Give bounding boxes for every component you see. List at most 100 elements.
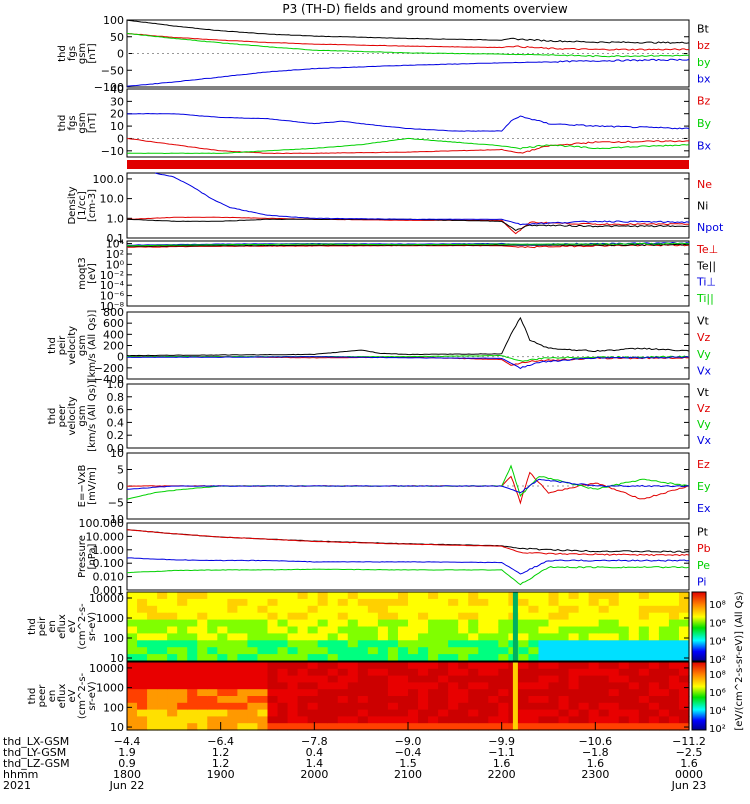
lz-label-5: 1.6 — [587, 757, 605, 770]
ytick-label-peir-velocity-3: 200 — [103, 340, 124, 353]
ylabel-peer-eflux-2: en — [47, 690, 58, 703]
ylabel-peir-velocity-3: gsm — [77, 335, 88, 356]
ytick-label-efield-3: −5 — [108, 497, 124, 510]
lz-label-3: 1.5 — [399, 757, 417, 770]
legend-peir-velocity-1: Vz — [697, 331, 711, 344]
legend-efield-0: Ez — [697, 458, 710, 471]
ytick-label-peer-velocity-2: 0.6 — [107, 404, 125, 417]
ylabel-pressure-0: Pressure — [77, 535, 88, 578]
legend-fgs-gsm-2-0: Bz — [697, 94, 711, 107]
legend-temperature-1: Te|| — [696, 259, 716, 272]
ylabel-temperature-1: [eV] — [87, 263, 98, 284]
panel-density: 100.0 10.0 1.0 0.1 Density [1/cc] [cm-3] Ne Ni Np… — [67, 172, 724, 245]
legend-density-0: Ne — [697, 178, 712, 191]
legend-pressure-0: Pt — [697, 525, 709, 538]
ytick-label-fgs-gsm-2-2: 20 — [110, 108, 124, 121]
ytick-label-peer-velocity-0: 1.0 — [107, 378, 125, 391]
ytick-label-temperature-5: 10⁻⁶ — [100, 290, 125, 303]
colorbar-label: [eV/(cm^2-s-sr-eV)] (All Qs) — [734, 591, 745, 730]
hhmm-label-1: 1900 — [207, 768, 235, 781]
legend-peir-velocity-0: Vt — [697, 314, 710, 327]
ytick-label-pressure-0: 100.000 — [79, 517, 125, 530]
ytick-label-peer-eflux-3: 10 — [110, 721, 124, 734]
ytick-label-peer-velocity-3: 0.4 — [107, 416, 125, 429]
panel-peir-eflux: 10000 1000 100 10 thd peir en eflux eV (cm^2-s-sr… — [27, 591, 690, 665]
legend-density-2: Npot — [697, 221, 724, 234]
xrow-label-4: 2021 — [3, 779, 31, 792]
colorbar-tick-1-1: 10⁶ — [709, 688, 726, 699]
ytick-label-temperature-4: 10⁻⁴ — [100, 279, 125, 292]
lz-label-6: 1.6 — [680, 757, 698, 770]
series-peir-velocity-Vt — [126, 316, 690, 357]
series-pressure-Pe — [127, 566, 690, 586]
ly-label-4: −1.1 — [488, 746, 515, 759]
ytick-label-efield-1: 5 — [117, 464, 124, 477]
ytick-label-temperature-1: 10² — [106, 248, 124, 261]
ylabel-fgs-gsm-0: thd — [57, 45, 68, 62]
hhmm-label-2: 2000 — [300, 768, 328, 781]
series-fgs-gsm-2-By — [126, 137, 690, 155]
lx-label-0: −4.4 — [114, 735, 141, 748]
series-fgs-gsm-Bt — [126, 19, 690, 44]
legend-density-1: Ni — [697, 200, 708, 213]
ytick-label-peer-eflux-1: 1000 — [96, 682, 124, 695]
ytick-label-temperature-3: 10⁻² — [100, 269, 124, 282]
legend-fgs-gsm-3: bx — [697, 73, 711, 86]
legend-pressure-3: Pi — [697, 576, 706, 589]
ylabel-fgs-gsm-1: fgs — [67, 46, 78, 61]
lx-label-2: −7.8 — [301, 735, 328, 748]
series-density-Npot — [154, 172, 690, 226]
ylabel-peer-eflux-5: (cm^2-s- — [77, 672, 88, 719]
lz-label-2: 1.4 — [306, 757, 324, 770]
legend-fgs-gsm-0: Bt — [697, 22, 710, 35]
ylabel-peer-eflux-4: eV — [67, 689, 78, 702]
series-peir-velocity-Vx — [126, 355, 690, 370]
hhmm-label-5: 2300 — [581, 768, 609, 781]
series-fgs-gsm-2-Bx — [127, 112, 690, 132]
panel-peer-velocity: 1.00.80.60.40.20.0 thd peer velocity gsm [km/… — [47, 378, 712, 455]
lx-label-1: −6.4 — [207, 735, 234, 748]
ytick-label-peir-velocity-6: −400 — [94, 373, 124, 386]
ylabel-peer-eflux-6: sr-eV) — [87, 681, 98, 710]
frame-fgs-gsm-2 — [126, 88, 690, 158]
xrow-label-3: hhmm — [3, 768, 38, 781]
ytick-label-fgs-gsm-2-0: 40 — [110, 83, 124, 96]
date-label-0: Jun 22 — [109, 779, 145, 792]
ylabel-peir-eflux-0: thd — [27, 618, 38, 635]
ylabel-peer-velocity-2: velocity — [67, 396, 78, 435]
ylabel-peer-velocity-3: gsm — [77, 405, 88, 426]
ytick-label-density-3: 0.1 — [107, 232, 125, 245]
date-label-1: Jun 23 — [671, 779, 707, 792]
ylabel-density-1: [1/cc] — [77, 191, 88, 220]
lz-label-0: 0.9 — [118, 757, 136, 770]
ylabel-efield-0: E=−VxB — [77, 465, 88, 508]
series-pressure-Pt — [127, 529, 690, 553]
ytick-label-efield-4: −10 — [101, 513, 124, 526]
colorbar-tick-0-3: 10² — [709, 655, 726, 666]
legend-peir-velocity-3: Vx — [697, 365, 712, 378]
ytick-label-pressure-5: 0.001 — [93, 584, 125, 597]
lx-label-6: −11.2 — [672, 735, 706, 748]
xrow-label-1: thd_LY-GSM — [3, 746, 66, 759]
legend-fgs-gsm-2-2: Bx — [697, 140, 712, 153]
ytick-label-fgs-gsm-0: 100 — [103, 14, 124, 27]
ytick-label-peir-eflux-3: 10 — [110, 652, 124, 665]
ytick-label-fgs-gsm-2-4: 0 — [117, 132, 124, 145]
frame-density — [126, 172, 690, 239]
ytick-label-density-0: 100.0 — [93, 173, 125, 186]
legend-peer-velocity-2: Vy — [697, 418, 711, 431]
ly-label-6: −2.5 — [676, 746, 703, 759]
ytick-label-temperature-6: 10⁻⁸ — [100, 300, 125, 313]
series-pressure-Pb — [126, 529, 690, 557]
frame-pressure — [126, 522, 690, 591]
ytick-label-peer-eflux-2: 100 — [103, 701, 124, 714]
panel-peer-eflux: 10000 1000 100 10 thd peer en eflux eV (cm^2-s-sr… — [27, 661, 690, 734]
ytick-label-peir-velocity-4: 0 — [117, 351, 124, 364]
ly-label-0: 1.9 — [118, 746, 136, 759]
ylabel-fgs-gsm-2-1: fgs — [67, 115, 78, 130]
ylabel-peir-eflux-4: eV — [67, 620, 78, 633]
